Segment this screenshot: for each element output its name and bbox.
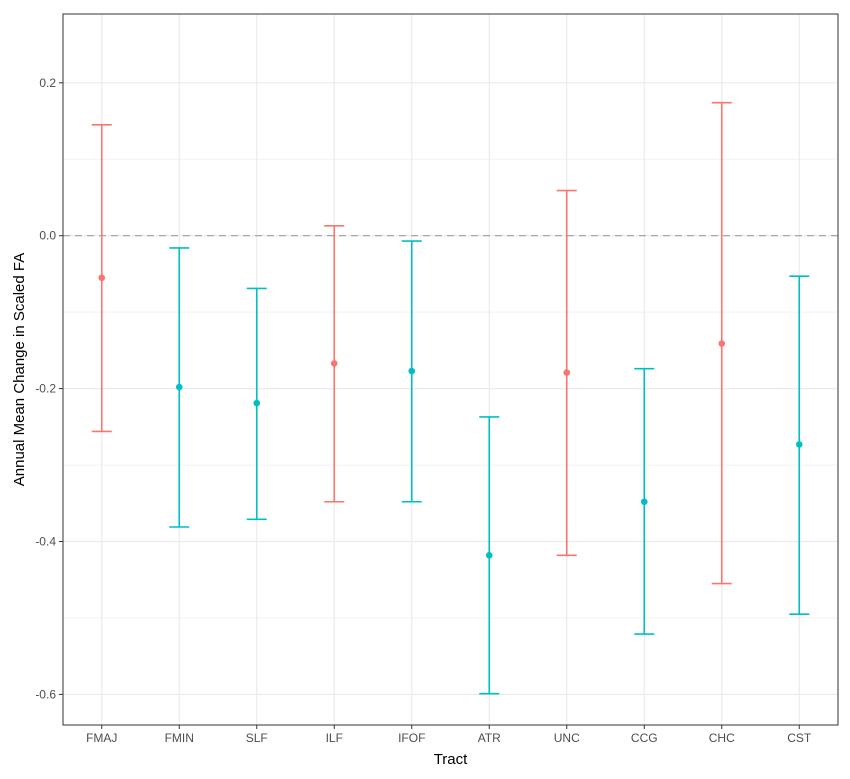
point-chc <box>718 340 726 347</box>
errorbar-unc <box>556 189 577 557</box>
y-tick-label: 0.0 <box>39 229 56 243</box>
x-tick-label-unc: UNC <box>554 731 580 745</box>
errorbar-slf <box>246 287 267 521</box>
x-axis-ticks: FMAJ FMIN SLF ILF IFOF ATR UNC CCG CHC CST <box>86 725 812 745</box>
x-tick-label-ilf: ILF <box>326 731 343 745</box>
point-cst <box>795 441 803 448</box>
y-tick-label: -0.6 <box>35 687 56 701</box>
y-axis-title: Annual Mean Change in Scaled FA <box>11 253 28 487</box>
plot-panel <box>63 14 838 725</box>
errorbar-ccg <box>634 367 655 635</box>
x-tick-label-fmin: FMIN <box>165 731 194 745</box>
point-ccg <box>640 498 648 506</box>
x-tick-label-ifof: IFOF <box>398 731 425 745</box>
errorbar-chc <box>711 101 732 585</box>
error-bars <box>91 101 810 695</box>
point-fmaj <box>98 274 106 282</box>
y-tick-label: 0.2 <box>39 76 56 90</box>
point-slf <box>253 399 261 407</box>
x-tick-label-slf: SLF <box>246 731 268 745</box>
errorbar-cst <box>789 275 810 615</box>
errorbar-fmaj <box>91 124 112 433</box>
x-axis-title: Tract <box>434 751 468 768</box>
x-tick-label-ccg: CCG <box>631 731 658 745</box>
y-tick-label: -0.4 <box>35 535 56 549</box>
x-tick-label-cst: CST <box>787 731 812 745</box>
errorbar-fmin <box>169 247 190 528</box>
point-fmin <box>175 383 183 391</box>
point-ifof <box>408 367 416 375</box>
point-ilf <box>330 360 338 367</box>
point-atr <box>485 551 493 559</box>
y-tick-label: -0.2 <box>35 382 56 396</box>
x-tick-label-chc: CHC <box>709 731 735 745</box>
x-tick-label-fmaj: FMAJ <box>86 731 117 745</box>
y-axis-ticks: -0.6 -0.4 -0.2 0.0 0.2 <box>35 76 63 701</box>
errorbar-ifof <box>401 240 422 503</box>
plot-border <box>62 13 839 726</box>
errorbar-atr <box>479 416 500 695</box>
errorbar-ilf <box>324 224 345 503</box>
x-tick-label-atr: ATR <box>478 731 501 745</box>
point-unc <box>563 369 571 376</box>
